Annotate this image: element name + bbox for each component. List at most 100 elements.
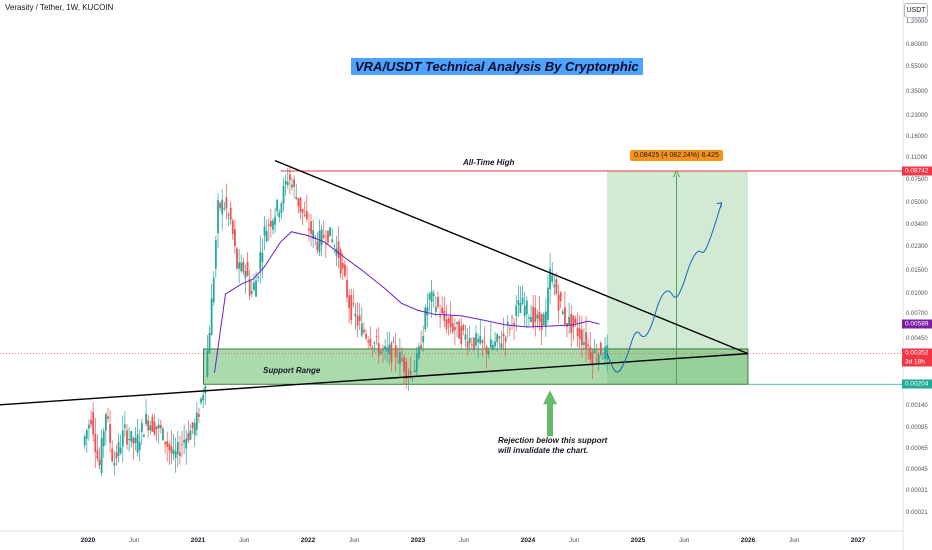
candle-body bbox=[134, 437, 137, 444]
candle-body bbox=[563, 307, 566, 325]
candle-body bbox=[483, 342, 486, 344]
candle-body bbox=[369, 338, 372, 347]
candle-body bbox=[390, 342, 393, 362]
candle-body bbox=[544, 311, 547, 327]
candle-body bbox=[327, 230, 329, 243]
candle-body bbox=[189, 430, 192, 440]
candle-body bbox=[166, 441, 169, 447]
candle-body bbox=[310, 221, 312, 234]
candle-body bbox=[276, 200, 279, 212]
time-tick-label: 2021 bbox=[190, 537, 206, 544]
candle-body bbox=[411, 378, 414, 380]
price-tick-label: 0.00450 bbox=[906, 336, 928, 343]
candle-body bbox=[407, 375, 410, 377]
candle-body bbox=[532, 306, 535, 327]
candle-body bbox=[447, 318, 450, 324]
price-tick-label: 0.07500 bbox=[906, 176, 928, 183]
price-tick-label: 0.00021 bbox=[906, 510, 928, 517]
candle-body bbox=[202, 395, 205, 401]
candle-body bbox=[373, 342, 376, 344]
candle-body bbox=[187, 432, 190, 441]
candle-body bbox=[242, 262, 245, 272]
candle-body bbox=[170, 445, 173, 454]
countdown-tag: 3d 18h bbox=[902, 357, 932, 367]
candle-body bbox=[386, 347, 389, 352]
candle-body bbox=[272, 220, 274, 230]
time-tick-label: 2020 bbox=[80, 537, 96, 544]
time-tick-label: Jun bbox=[678, 537, 690, 544]
candle-body bbox=[126, 430, 128, 445]
candle-body bbox=[217, 200, 219, 234]
candle-body bbox=[553, 284, 556, 288]
candle-body bbox=[377, 342, 380, 356]
candle-body bbox=[528, 317, 530, 319]
candle-body bbox=[136, 434, 139, 453]
candle-body bbox=[229, 207, 232, 220]
currency-button[interactable]: USDT bbox=[904, 3, 928, 18]
time-tick-label: Jun bbox=[788, 537, 800, 544]
candle-body bbox=[339, 250, 342, 274]
candle-body bbox=[100, 437, 103, 474]
candle-body bbox=[460, 326, 463, 344]
candle-body bbox=[92, 412, 95, 435]
candle-body bbox=[371, 346, 374, 348]
candle-body bbox=[439, 315, 441, 318]
rejection-arrow bbox=[543, 390, 557, 437]
candle-body bbox=[525, 300, 528, 314]
candle-body bbox=[424, 307, 427, 330]
candle-body bbox=[185, 438, 188, 449]
price-tick-label: 0.00700 bbox=[906, 311, 928, 318]
price-tick-label: 0.01500 bbox=[906, 268, 928, 275]
candle-body bbox=[428, 293, 431, 300]
candle-body bbox=[212, 277, 215, 303]
candle-body bbox=[335, 248, 338, 256]
candle-body bbox=[521, 297, 524, 305]
candle-body bbox=[346, 279, 348, 298]
candle-body bbox=[297, 198, 300, 207]
candle-body bbox=[384, 346, 386, 350]
candle-body bbox=[221, 199, 224, 215]
candle-body bbox=[204, 386, 207, 394]
candle-body bbox=[496, 334, 499, 342]
candle-body bbox=[568, 316, 571, 326]
candle-body bbox=[388, 344, 391, 355]
candle-body bbox=[580, 329, 583, 346]
candle-body bbox=[322, 235, 325, 238]
candle-body bbox=[123, 424, 126, 428]
candle-body bbox=[492, 344, 494, 349]
candle-body bbox=[354, 313, 357, 317]
candle-body bbox=[451, 322, 454, 332]
price-tick-label: 0.03400 bbox=[906, 221, 928, 228]
candle-body bbox=[299, 197, 302, 212]
candle-body bbox=[559, 292, 562, 301]
candle-body bbox=[591, 352, 594, 366]
candle-body bbox=[85, 430, 88, 439]
time-tick-label: 2023 bbox=[410, 537, 426, 544]
candle-body bbox=[434, 306, 437, 312]
candle-body bbox=[494, 341, 496, 347]
candle-body bbox=[259, 251, 262, 270]
candle-body bbox=[94, 434, 97, 453]
candle-body bbox=[119, 447, 122, 454]
candle-body bbox=[121, 430, 124, 447]
candle-body bbox=[437, 296, 439, 307]
candle-body bbox=[269, 221, 272, 227]
candle-body bbox=[365, 333, 367, 339]
price-tick-label: 0.00140 bbox=[906, 402, 928, 409]
candle-body bbox=[464, 334, 467, 340]
candle-body bbox=[350, 294, 353, 321]
candle-body bbox=[392, 341, 395, 343]
candle-body bbox=[295, 197, 298, 199]
candle-body bbox=[263, 226, 266, 236]
candle-body bbox=[147, 420, 150, 431]
candle-body bbox=[504, 337, 507, 342]
candle-body bbox=[231, 220, 234, 234]
candle-body bbox=[183, 439, 186, 443]
candle-body bbox=[498, 336, 501, 339]
candle-body bbox=[337, 241, 340, 259]
projection-path bbox=[606, 202, 723, 373]
candle-body bbox=[303, 215, 306, 217]
candle-body bbox=[113, 462, 116, 466]
symbol-header: Verasity / Tether, 1W, KUCOIN bbox=[5, 3, 114, 12]
